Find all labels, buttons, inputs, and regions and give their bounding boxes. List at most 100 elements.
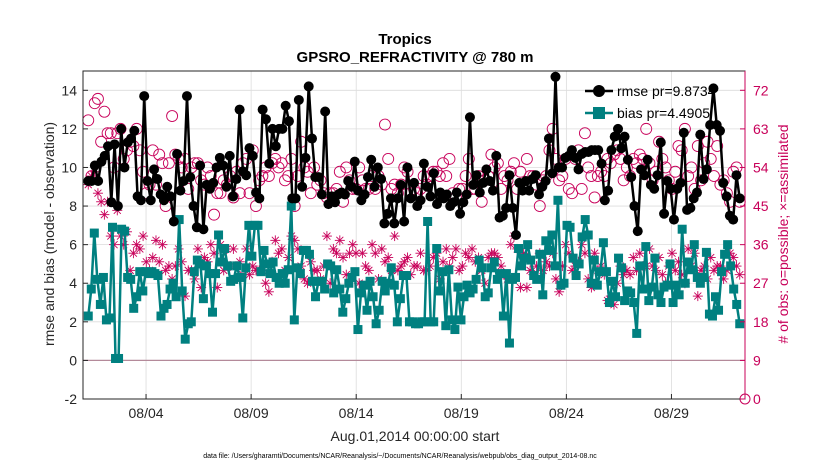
rmse-point — [293, 94, 304, 105]
bias-point — [698, 272, 708, 282]
rmse-point — [685, 202, 696, 213]
possible-obs-marker — [101, 127, 114, 140]
rmse-point — [382, 208, 393, 219]
assimilated-obs-marker — [270, 235, 281, 246]
assimilated-obs-marker — [376, 243, 387, 254]
rmse-point — [379, 218, 390, 229]
y-tick-label: 2 — [69, 314, 77, 330]
assimilated-obs-marker — [96, 196, 107, 207]
assimilated-obs-marker — [160, 265, 171, 276]
rmse-point — [359, 189, 370, 200]
possible-obs-marker — [704, 152, 717, 165]
asterisk-stroke — [497, 262, 505, 270]
bias-point — [120, 226, 130, 236]
rmse-point — [93, 175, 104, 186]
rmse-point — [168, 216, 179, 227]
asterisk-stroke — [439, 257, 447, 266]
bias-point — [447, 315, 457, 325]
bias-point — [220, 244, 230, 254]
rmse-point — [181, 91, 192, 102]
possible-obs-marker — [707, 170, 720, 182]
rmse-point — [277, 123, 288, 134]
rmse-point — [455, 208, 466, 219]
rmse-point — [534, 189, 545, 200]
bias-point — [441, 321, 451, 331]
assimilated-obs-marker — [192, 243, 203, 254]
bias-point — [577, 232, 587, 242]
bias-point — [256, 267, 266, 277]
bias-point — [356, 288, 366, 298]
asterisk-stroke — [323, 232, 331, 240]
assimilated-obs-marker — [463, 252, 474, 263]
rmse-point — [306, 133, 317, 144]
rmse-point — [254, 193, 265, 204]
rmse-point — [303, 81, 314, 92]
asterisk-stroke — [148, 253, 157, 262]
rmse-point — [372, 162, 383, 173]
bias-point — [283, 265, 293, 275]
rmse-point — [214, 152, 225, 163]
bias-point — [517, 261, 527, 271]
asterisk-stroke — [368, 240, 376, 249]
bias-point — [95, 299, 105, 309]
asterisk-stroke — [671, 266, 680, 275]
bias-point — [614, 253, 624, 263]
bias-point — [162, 299, 172, 309]
rmse-point — [557, 162, 568, 173]
bias-point — [317, 276, 327, 286]
possible-obs-marker — [585, 170, 598, 182]
bias-point — [292, 263, 302, 273]
asterisk-stroke — [452, 245, 460, 253]
y-axis-right: 0 9 18 27 36 45 54 63 72 — [740, 71, 769, 407]
bias-point — [129, 303, 139, 313]
rmse-point — [228, 191, 239, 202]
bias-point — [592, 280, 602, 290]
asterisk-stroke — [403, 253, 412, 262]
bias-point — [271, 272, 281, 282]
rmse-point — [662, 175, 673, 186]
x-tick-label: 08/24 — [549, 405, 584, 421]
asterisk-stroke — [132, 240, 141, 249]
chart-subtitle: GPSRO_REFRACTIVITY @ 780 m — [297, 49, 534, 66]
assimilated-obs-marker — [412, 261, 423, 272]
rmse-point — [165, 191, 176, 202]
bias-point — [668, 298, 678, 308]
bias-point — [104, 313, 114, 323]
rmse-point — [244, 143, 255, 154]
rmse-point — [659, 208, 670, 219]
assimilated-obs-marker — [273, 248, 284, 259]
assimilated-obs-marker — [460, 248, 471, 259]
bias-point — [680, 278, 690, 288]
possible-obs-marker — [562, 182, 575, 195]
possible-obs-marker — [98, 105, 111, 118]
x-tick-label: 08/19 — [444, 405, 479, 421]
bias-point — [535, 249, 545, 259]
possible-obs-marker — [633, 148, 646, 161]
rmse-point — [142, 175, 153, 186]
asterisk-stroke — [271, 236, 280, 245]
bias-point — [214, 230, 224, 240]
bias-point — [180, 334, 190, 344]
bias-point — [650, 253, 660, 263]
asterisk-stroke — [313, 266, 322, 275]
possible-obs-marker — [437, 157, 449, 170]
assimilated-obs-marker — [170, 261, 181, 272]
asterisk-stroke — [229, 245, 238, 253]
rmse-point — [428, 168, 439, 179]
bias-point — [92, 274, 102, 284]
rmse-point — [484, 175, 495, 186]
bias-point — [453, 282, 463, 292]
possible-obs-marker — [153, 148, 166, 161]
possible-obs-marker — [333, 165, 346, 178]
asterisk-stroke — [694, 292, 702, 300]
bias-point — [720, 249, 730, 259]
rmse-point — [675, 177, 686, 188]
rmse-point — [330, 197, 341, 208]
rmse-point — [481, 164, 492, 175]
bias-point — [611, 292, 621, 302]
rmse-point — [208, 177, 219, 188]
asterisk-stroke — [484, 253, 492, 262]
rmse-point — [606, 145, 617, 156]
assimilated-obs-marker — [260, 278, 271, 289]
bias-point — [126, 274, 136, 284]
